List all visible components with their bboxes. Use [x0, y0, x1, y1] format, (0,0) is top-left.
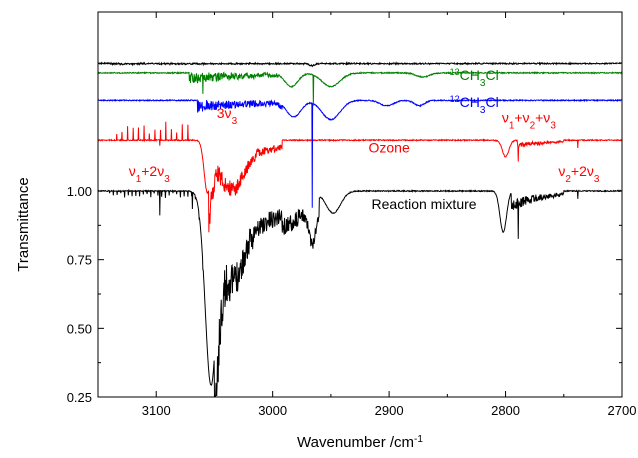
spectrum-line-1 [97, 121, 623, 233]
spectrum-line-3 [97, 70, 623, 106]
x-tick-label: 2700 [608, 403, 637, 418]
axis-ticks [97, 12, 623, 398]
annotation-3: 13CH3Cl [450, 67, 499, 89]
annotation-6: ν1+ν2+ν3 [502, 109, 557, 131]
y-axis-title: Transmittance [15, 177, 32, 271]
y-tick-label: 0.75 [67, 253, 92, 268]
annotations-group: Reaction mixture Ozone 12CH3Cl 13CH3Cl 3ν3 ν1… [129, 67, 600, 212]
annotation-2: 12CH3Cl [450, 94, 499, 116]
spectrum-line-4 [97, 60, 623, 68]
annotation-7: ν2+2ν3 [558, 163, 600, 185]
x-tick-label: 3000 [258, 403, 287, 418]
annotation-5: ν1+2ν3 [129, 163, 171, 185]
annotation-4: 3ν3 [217, 105, 238, 127]
axis-labels: 3100 3000 2900 2800 2700 0.25 0.50 0.75 1.00 [67, 184, 637, 418]
x-axis-title: Wavenumber /cm-1 [297, 434, 423, 452]
annotation-1: Ozone [368, 140, 409, 156]
spectra-group [97, 60, 623, 397]
annotation-0: Reaction mixture [372, 196, 477, 212]
y-tick-label: 0.50 [67, 321, 92, 336]
x-tick-label: 2900 [375, 403, 404, 418]
spectrum-line-2 [97, 98, 623, 208]
spectrum-line-0 [97, 188, 623, 397]
x-tick-label: 2800 [491, 403, 520, 418]
plot-frame [97, 11, 623, 398]
y-tick-label: 0.25 [67, 390, 92, 405]
x-tick-label: 3100 [142, 403, 171, 418]
y-tick-label: 1.00 [67, 184, 92, 199]
